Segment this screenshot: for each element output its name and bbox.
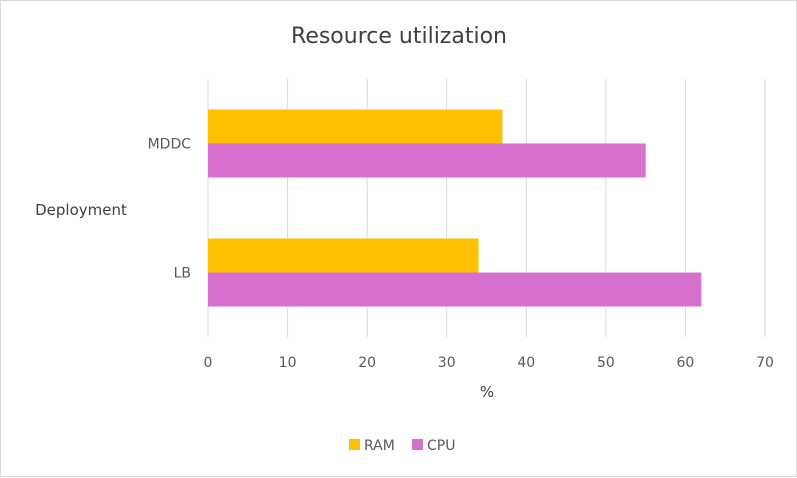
x-tick-label: 70	[756, 355, 774, 371]
x-tick-label: 0	[204, 355, 213, 371]
x-tick-label: 30	[438, 355, 456, 371]
y-category-label: LB	[174, 266, 191, 282]
bar-ram-lb	[208, 238, 479, 273]
legend-swatch-cpu	[412, 439, 423, 450]
x-axis-title: %	[480, 383, 494, 401]
legend: RAM CPU	[349, 438, 455, 454]
x-tick-label: 60	[677, 355, 695, 371]
x-tick-label: 20	[358, 355, 376, 371]
legend-swatch-ram	[349, 439, 360, 450]
chart-title: Resource utilization	[291, 24, 507, 49]
x-tick-labels: 0 10 20 30 40 50 60 70	[204, 355, 774, 371]
x-tick-label: 10	[279, 355, 297, 371]
bar-cpu-lb	[208, 272, 702, 307]
y-category-label: MDDC	[148, 137, 192, 153]
legend-label-ram: RAM	[364, 438, 395, 454]
legend-label-cpu: CPU	[427, 438, 455, 454]
x-tick-label: 50	[597, 355, 615, 371]
bars	[208, 109, 702, 307]
y-category-labels: MDDC LB	[148, 137, 192, 282]
y-axis-title: Deployment	[35, 201, 127, 219]
bar-cpu-mddc	[208, 143, 646, 178]
x-tick-label: 40	[517, 355, 535, 371]
bar-ram-mddc	[208, 109, 503, 144]
